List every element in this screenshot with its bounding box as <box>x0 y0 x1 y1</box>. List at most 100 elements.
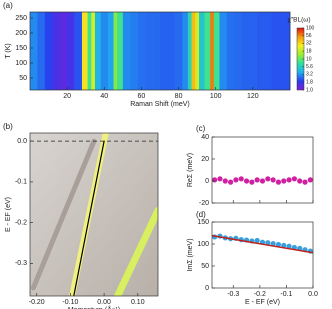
scatter-point <box>238 176 244 182</box>
x-tick-label: 60 <box>138 93 146 100</box>
heatmap-cell <box>122 12 131 90</box>
x-tick-label: -0.2 <box>254 291 266 298</box>
x-axis-label: Raman Shift (meV) <box>130 101 190 108</box>
heatmap-cell <box>204 12 211 90</box>
y-tick-label: -0.1 <box>15 179 27 186</box>
scatter-point <box>249 179 255 185</box>
colorbar-tick-label: 18 <box>306 48 312 54</box>
heatmap-cell <box>95 12 101 90</box>
panel-label: (b) <box>3 122 13 131</box>
heatmap-cell <box>226 12 235 90</box>
heatmap-cell <box>286 12 291 90</box>
scatter-point <box>228 179 234 185</box>
x-tick-label: -0.10 <box>62 299 78 306</box>
scatter-point <box>307 177 313 183</box>
colorbar-tick-label: 3.2 <box>306 72 313 78</box>
band-line <box>73 140 105 296</box>
colorbar-tick-label: 10 <box>306 56 312 62</box>
heatmap-cell <box>174 12 183 90</box>
scatter-point <box>254 177 260 183</box>
x-tick-label: -0.1 <box>280 291 292 298</box>
heatmap-cell <box>37 12 46 90</box>
y-tick-label: -20 <box>199 200 209 207</box>
plot-frame <box>211 221 314 289</box>
colorbar-tick-label: 1.8 <box>306 79 313 85</box>
fit-line <box>211 234 314 254</box>
panel-label: (c) <box>196 124 206 133</box>
colorbar-label: χ″BL(ω) <box>287 17 310 24</box>
scatter-point <box>275 179 282 185</box>
scatter-point <box>222 178 228 184</box>
heatmap-cell <box>137 12 146 90</box>
y-tick-label: 150 <box>197 219 209 226</box>
heatmap-cell <box>160 12 168 90</box>
colorbar-tick-label: 1.0 <box>306 87 313 93</box>
y-tick-label: 0 <box>205 285 209 292</box>
scatter-point <box>217 176 223 182</box>
band-line <box>114 206 158 296</box>
scatter-point <box>254 237 260 244</box>
colorbar-tick-label: 32 <box>306 41 312 47</box>
scatter-point <box>291 176 297 182</box>
scatter-point <box>270 177 276 183</box>
heatmap-cell <box>117 12 124 90</box>
scatter-point <box>281 242 287 248</box>
heatmap-cell <box>167 12 176 90</box>
heatmap-cell <box>108 12 114 90</box>
heatmap-cell <box>187 12 192 90</box>
colorbar-tick-label: 100 <box>306 25 315 31</box>
plot-frame <box>29 132 159 297</box>
plot-frame <box>29 11 291 91</box>
heatmap-cell <box>52 12 61 90</box>
y-tick-label: 0.0 <box>17 138 27 145</box>
plot-frame <box>211 136 314 204</box>
x-tick-label: 80 <box>175 93 183 100</box>
panel-label: (a) <box>3 1 13 10</box>
scatter-point <box>259 178 266 184</box>
heatmap-cell <box>91 12 96 90</box>
heatmap-cell <box>113 12 118 90</box>
scatter-point <box>286 177 292 183</box>
y-tick-label: 50 <box>19 75 27 82</box>
heatmap-cell <box>100 12 109 90</box>
heatmap-cell <box>130 12 139 90</box>
y-tick-label: 100 <box>197 241 209 248</box>
heatmap-cell <box>44 12 53 90</box>
heatmap-cell <box>152 12 161 90</box>
spectral-image <box>30 133 158 296</box>
heatmap-cell <box>182 12 189 90</box>
y-tick-label: 50 <box>201 263 209 270</box>
heatmap-cell <box>59 12 68 90</box>
heatmap-cell <box>74 12 83 90</box>
scatter-point <box>265 240 271 246</box>
panel-label: (d) <box>196 210 206 219</box>
x-tick-label: 100 <box>210 93 222 100</box>
scatter-point <box>212 177 218 183</box>
heatmap-cell <box>278 12 287 90</box>
scatter-point <box>297 178 303 184</box>
scatter-point <box>281 178 287 184</box>
y-axis-label: T (K) <box>5 43 12 58</box>
heatmap-cell <box>256 12 265 90</box>
heatmap-cell <box>234 12 243 90</box>
y-tick-label: 250 <box>15 15 27 22</box>
scatter-point <box>286 243 292 249</box>
x-tick-label: 120 <box>247 93 259 100</box>
y-tick-label: 20 <box>201 156 209 163</box>
scatter-point <box>265 176 271 182</box>
heatmap-cell <box>67 12 75 90</box>
colorbar-tick-label: 56 <box>306 33 312 39</box>
heatmap-cell <box>82 12 88 90</box>
heatmap-cell <box>271 12 280 90</box>
x-tick-label: 0.00 <box>97 299 111 306</box>
y-tick-label: 40 <box>201 134 209 141</box>
y-tick-label: 150 <box>15 45 27 52</box>
y-axis-label: E - EF (eV) <box>5 197 12 232</box>
x-axis-label: Momentum (Å⁻¹) <box>68 305 120 309</box>
heatmap-cell <box>191 12 196 90</box>
heatmap-cell <box>199 12 205 90</box>
heatmap-cell <box>87 12 92 90</box>
band-group <box>30 133 158 296</box>
